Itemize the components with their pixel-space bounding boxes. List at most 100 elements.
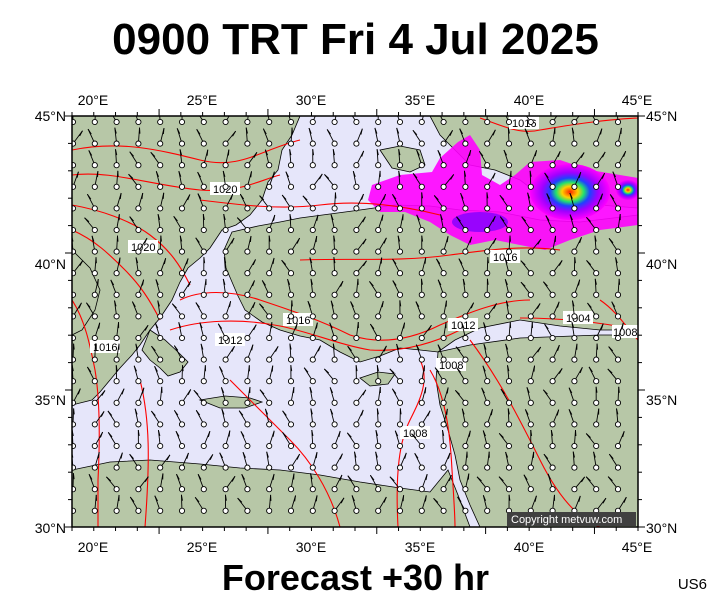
wind-barb <box>326 129 338 147</box>
wind-barb <box>592 116 600 126</box>
wind-barb <box>221 408 229 428</box>
wind-barb <box>72 334 77 342</box>
wind-barb <box>91 257 98 277</box>
lon-label: 35°E <box>405 92 436 108</box>
wind-barb <box>72 343 77 363</box>
wind-barb <box>331 343 338 363</box>
wind-barb <box>549 429 556 450</box>
wind-barb <box>287 343 295 363</box>
wind-barb <box>612 171 622 190</box>
wind-barb <box>396 300 404 320</box>
wind-barb <box>178 365 186 385</box>
wind-barb <box>549 409 560 428</box>
wind-barb <box>266 257 275 277</box>
wind-barb <box>155 171 164 190</box>
wind-barb <box>396 495 405 514</box>
wind-barb <box>353 193 364 212</box>
wind-barb <box>396 452 407 471</box>
wind-barb <box>107 432 120 450</box>
wind-barb <box>91 452 100 471</box>
wind-barb <box>484 409 493 428</box>
wind-barb <box>157 386 164 406</box>
wind-barb <box>571 476 586 493</box>
wind-barb <box>527 365 536 385</box>
wind-barb <box>195 302 207 320</box>
wind-barb <box>113 452 123 471</box>
wind-barb <box>456 367 469 385</box>
wind-barb <box>113 170 120 190</box>
wind-barb <box>549 260 563 277</box>
svg-text:1020: 1020 <box>213 184 237 196</box>
wind-barb <box>527 322 534 342</box>
wind-barb <box>178 389 192 406</box>
wind-barb <box>113 192 122 212</box>
wind-barb <box>353 389 367 406</box>
wind-barb <box>222 130 237 147</box>
wind-barb <box>415 344 425 363</box>
wind-barb <box>244 127 251 147</box>
lat-label: 45°N <box>646 108 677 124</box>
wind-barb <box>418 278 425 298</box>
wind-barb <box>396 116 404 126</box>
wind-barb <box>504 279 513 298</box>
lat-label: 30°N <box>35 520 66 536</box>
wind-barb <box>462 302 475 320</box>
wind-barb <box>88 150 98 169</box>
wind-barb <box>151 410 164 428</box>
wind-barb <box>154 366 164 385</box>
wind-barb <box>353 409 364 428</box>
wind-barb <box>266 365 274 385</box>
wind-barb <box>414 453 425 471</box>
wind-barb <box>106 476 120 493</box>
wind-barb <box>244 386 251 406</box>
wind-barb <box>331 116 338 126</box>
wind-barb <box>418 116 425 126</box>
wind-barb <box>113 257 121 277</box>
wind-barb <box>411 433 425 450</box>
wind-barb <box>113 300 120 320</box>
wind-barb <box>309 345 322 363</box>
wind-barb <box>266 494 273 514</box>
isobar-label: 1012 <box>215 333 245 347</box>
wind-barb <box>571 237 582 255</box>
wind-barb <box>484 257 491 277</box>
wind-barb <box>520 260 534 277</box>
lon-label: 20°E <box>78 92 109 108</box>
wind-barb <box>84 217 98 234</box>
wind-barb <box>110 279 120 298</box>
wind-barb <box>544 172 556 190</box>
wind-barb <box>505 170 513 190</box>
wind-barb <box>266 430 275 450</box>
wind-barb <box>107 410 120 428</box>
wind-barb <box>396 149 404 169</box>
wind-barb <box>375 149 382 169</box>
wind-barb <box>571 127 578 147</box>
wind-barb <box>178 170 186 190</box>
wind-barb <box>350 301 360 320</box>
svg-text:1004: 1004 <box>566 313 590 325</box>
wind-barb <box>439 116 447 126</box>
wind-barb <box>437 150 447 169</box>
wind-barb <box>282 410 295 428</box>
wind-barb <box>415 301 425 320</box>
wind-barb <box>309 452 318 471</box>
lon-labels-top: 20°E 25°E 30°E 35°E 40°E 45°E <box>78 92 653 108</box>
wind-barb <box>157 116 164 126</box>
wind-barb <box>389 368 404 385</box>
wind-barb <box>433 498 447 514</box>
wind-barb <box>499 216 513 234</box>
wind-barb <box>593 343 600 363</box>
wind-barb <box>197 474 207 493</box>
wind-barb <box>244 235 252 255</box>
wind-barb <box>593 278 600 298</box>
wind-barb <box>375 386 382 406</box>
wind-barb <box>309 473 316 493</box>
wind-barb <box>527 303 541 320</box>
wind-barb <box>524 409 534 428</box>
wind-barb <box>91 411 105 428</box>
wind-barb <box>462 116 469 126</box>
wind-barb <box>197 171 207 190</box>
wind-barb <box>157 214 164 234</box>
wind-barb <box>178 116 186 126</box>
isobar-label: 1008 <box>436 358 466 372</box>
